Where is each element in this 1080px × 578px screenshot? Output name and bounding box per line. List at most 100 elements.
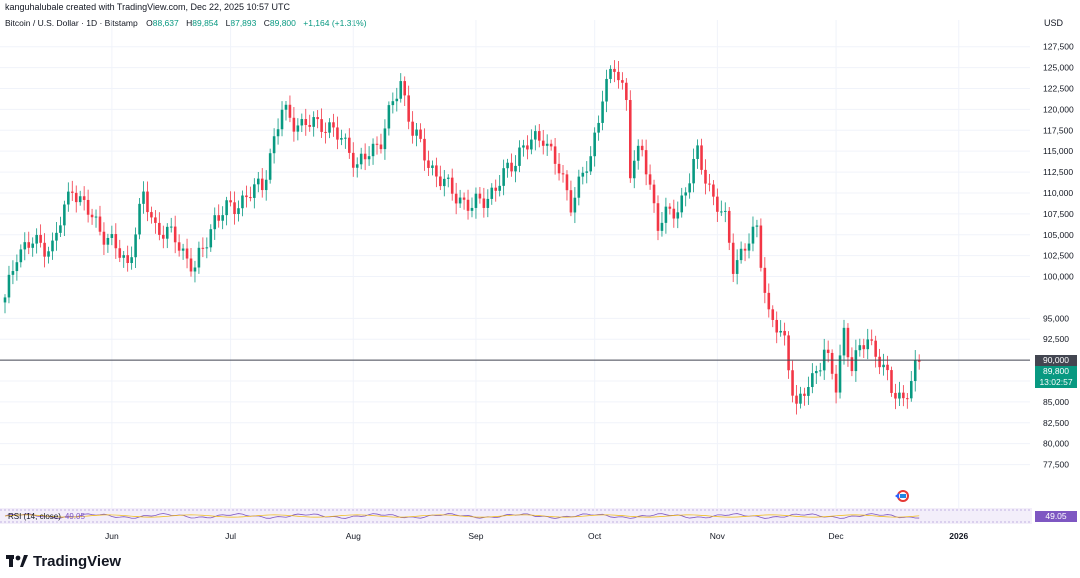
candle-body (597, 122, 600, 133)
candle-body (411, 121, 414, 136)
candle-body (791, 370, 794, 396)
candle-body (589, 156, 593, 172)
candle-body (716, 196, 719, 212)
candle-body (640, 145, 644, 151)
candle-body (169, 226, 173, 228)
candle-body (644, 150, 648, 175)
candle-body (427, 160, 430, 168)
candle-body (237, 208, 240, 215)
candle-body (324, 131, 327, 133)
x-tick-label: Dec (829, 531, 845, 541)
candle-body (355, 164, 359, 168)
candle-body (723, 210, 727, 212)
candle-body (35, 234, 38, 244)
candle-body (688, 183, 691, 193)
candle-body (256, 178, 260, 185)
candle-body (577, 176, 581, 198)
symbol-label[interactable]: Bitcoin / U.S. Dollar · 1D · Bitstamp (5, 18, 138, 28)
tradingview-logo[interactable]: TradingView (6, 553, 121, 570)
time-axis: Jun Jul Aug Sep Oct Nov Dec 2026 (105, 531, 968, 541)
candle-body (906, 398, 909, 400)
candle-body (530, 139, 533, 150)
currency-label: USD (1044, 18, 1064, 28)
candle-body (866, 339, 870, 350)
candle-body (557, 163, 561, 174)
candle-body (423, 138, 426, 161)
candle-body (138, 203, 141, 235)
candle-body (870, 339, 873, 341)
candle-body (375, 143, 379, 145)
candle-body (514, 165, 517, 172)
candle-body (253, 184, 256, 198)
candle-body (403, 81, 406, 96)
candle-body (680, 195, 684, 213)
rsi-legend[interactable]: RSI (14, close) 49.05 (8, 512, 85, 521)
candle-body (23, 242, 27, 250)
candle-body (63, 204, 66, 226)
candle-body (842, 327, 846, 356)
candle-body (419, 129, 422, 139)
candle-body (185, 248, 189, 259)
candle-body (106, 237, 110, 245)
candle-body (316, 117, 319, 120)
candle-body (86, 199, 90, 215)
candle-body (482, 198, 486, 208)
y-tick-label: 105,000 (1043, 230, 1074, 240)
candle-body (142, 191, 145, 204)
flag-icon[interactable] (897, 490, 909, 502)
candle-body (446, 177, 450, 179)
candle-body (830, 352, 834, 374)
candle-body (569, 190, 573, 213)
candle-body (799, 393, 802, 404)
candle-body (601, 101, 604, 123)
candle-body (648, 174, 652, 185)
y-tick-label: 77,500 (1043, 460, 1069, 470)
candle-body (913, 360, 917, 382)
candle-body (31, 243, 34, 248)
rsi-value: 49.05 (64, 512, 85, 521)
candle-body (878, 356, 881, 368)
candle-body (494, 187, 498, 191)
candle-body (395, 98, 399, 102)
candle-body (581, 172, 585, 177)
grid-lines (0, 20, 1030, 508)
candle-body (450, 177, 454, 194)
candle-body (241, 195, 244, 209)
candle-body (684, 192, 687, 196)
x-tick-label: 2026 (949, 531, 968, 541)
replay-arrow-icon[interactable] (895, 493, 899, 499)
low-key: L (225, 18, 231, 28)
open-key: O (146, 18, 153, 28)
candle-body (561, 173, 565, 175)
high-value: 89,854 (192, 18, 219, 28)
candle-body (225, 200, 228, 216)
candle-body (898, 392, 901, 399)
candle-body (834, 373, 838, 393)
candle-body (573, 197, 577, 213)
candle-body (739, 248, 743, 261)
candle-body (779, 330, 782, 333)
candle-body (27, 242, 31, 248)
x-tick-label: Aug (346, 531, 361, 541)
candle-body (399, 81, 403, 99)
candle-body (280, 109, 284, 130)
close-key: C (263, 18, 270, 28)
candle-body (245, 195, 248, 198)
candle-body (708, 183, 711, 185)
change-value: +1,164 (+1.31%) (303, 18, 367, 28)
candle-body (363, 153, 367, 160)
candle-body (498, 185, 501, 191)
candle-body (474, 193, 478, 208)
candle-body (660, 222, 664, 231)
y-tick-label: 122,500 (1043, 84, 1074, 94)
candle-body (189, 258, 193, 272)
candle-body (118, 248, 122, 258)
candle-body (668, 206, 672, 209)
candle-body (173, 226, 177, 243)
candle-body (490, 187, 494, 199)
candle-body (890, 370, 893, 393)
candle-body (502, 168, 505, 186)
candle-body (771, 309, 775, 320)
y-tick-label: 120,000 (1043, 104, 1074, 114)
